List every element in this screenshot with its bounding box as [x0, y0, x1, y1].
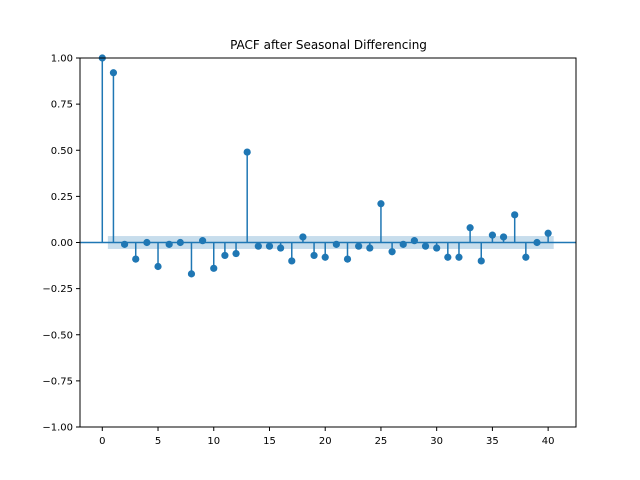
stem-marker-lag-35: [488, 231, 497, 239]
y-tick-label: 1.00: [51, 54, 73, 65]
x-tick-label: 0: [99, 436, 105, 447]
stem-marker-lag-24: [366, 244, 374, 252]
stem-marker-lag-31: [444, 253, 452, 261]
stem-marker-lag-39: [533, 238, 541, 247]
stem-marker-lag-22: [343, 255, 352, 263]
x-tick-label: 35: [486, 436, 499, 447]
stem-marker-lag-13: [243, 148, 251, 156]
stem-marker-lag-12: [232, 249, 240, 258]
x-tick-label: 10: [207, 436, 220, 447]
stem-marker-lag-18: [299, 233, 307, 241]
y-tick-label: 0.75: [51, 100, 73, 111]
stem-marker-lag-33: [466, 224, 474, 232]
stem-marker-lag-16: [277, 244, 285, 252]
x-tick-label: 5: [155, 436, 161, 447]
stem-marker-lag-28: [410, 237, 418, 245]
stem-marker-lag-25: [377, 200, 385, 208]
stem-marker-lag-19: [310, 251, 318, 260]
stem-marker-lag-9: [199, 237, 207, 245]
y-tick-label: 0.25: [51, 192, 73, 203]
stem-marker-lag-14: [254, 242, 262, 250]
x-tick-label: 20: [319, 436, 332, 447]
stem-marker-lag-5: [154, 262, 162, 271]
stem-marker-lag-4: [143, 238, 151, 247]
y-tick-label: −1.00: [42, 423, 73, 434]
y-tick-label: −0.50: [42, 330, 73, 341]
y-tick-label: −0.75: [42, 376, 73, 387]
stem-marker-lag-6: [165, 240, 173, 248]
stem-marker-lag-26: [388, 248, 396, 256]
axes: 0 5 10 15 20 25 30 35 40 −1.00 −0.75 −0.50 −0.25 0.00…: [42, 54, 577, 447]
stem-marker-lag-32: [455, 253, 463, 261]
x-tick-label: 30: [430, 436, 443, 447]
stem-marker-lag-3: [132, 255, 140, 263]
stem-marker-lag-10: [210, 264, 218, 272]
stem-marker-lag-1: [109, 69, 118, 77]
plot-area: [80, 54, 576, 278]
stem-marker-lag-30: [433, 244, 441, 252]
stem-marker-lag-34: [477, 257, 485, 265]
stem-marker-lag-2: [120, 240, 129, 248]
x-tick-label: 40: [542, 436, 555, 447]
y-tick-label: 0.50: [51, 146, 73, 157]
stem-marker-lag-15: [265, 242, 274, 250]
stem-marker-lag-40: [544, 229, 552, 237]
stem-marker-lag-7: [176, 238, 184, 247]
stem-marker-lag-8: [187, 270, 196, 278]
stem-marker-lag-11: [221, 251, 229, 260]
chart-title: PACF after Seasonal Differencing: [230, 38, 427, 52]
stem-marker-lag-23: [355, 242, 363, 250]
x-tick-label: 15: [263, 436, 276, 447]
stem-marker-lag-27: [399, 240, 407, 248]
stem-marker-lag-36: [499, 233, 508, 241]
stem-marker-lag-17: [288, 257, 296, 265]
stem-marker-lag-20: [321, 253, 329, 261]
x-tick-label: 25: [375, 436, 388, 447]
stem-marker-lag-21: [332, 240, 340, 248]
stem-marker-lag-38: [522, 253, 530, 261]
stem-marker-lag-37: [511, 211, 519, 219]
y-tick-label: 0.00: [51, 238, 73, 249]
y-tick-label: −0.25: [42, 284, 73, 295]
stem-marker-lag-29: [421, 242, 430, 250]
